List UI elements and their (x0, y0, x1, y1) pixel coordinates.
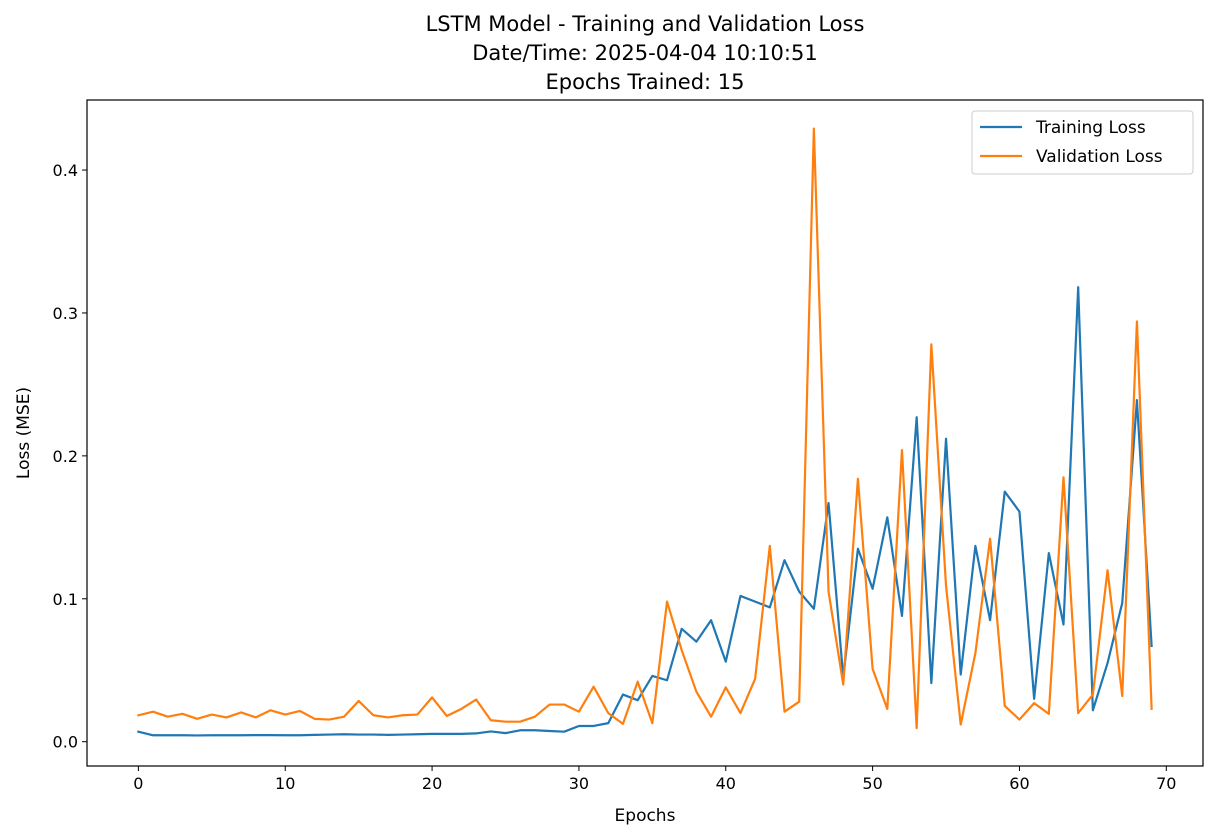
x-tick-label: 50 (862, 774, 882, 793)
legend-label: Validation Loss (1036, 147, 1163, 167)
x-tick-label: 0 (133, 774, 143, 793)
chart-legend: Training Loss Validation Loss (971, 110, 1194, 175)
chart-subtitle-epochs: Epochs Trained: 15 (545, 70, 745, 94)
x-tick-label: 30 (569, 774, 589, 793)
legend-box (971, 110, 1194, 175)
x-tick-label: 20 (422, 774, 442, 793)
legend-label: Training Loss (1035, 118, 1146, 138)
plot-area-frame (86, 99, 1204, 767)
x-tick-label: 40 (716, 774, 736, 793)
chart-title-block: LSTM Model - Training and Validation Los… (87, 10, 1203, 97)
x-tick-label: 60 (1009, 774, 1029, 793)
x-axis-label: Epochs (615, 806, 676, 826)
x-tick-label: 10 (275, 774, 295, 793)
series-layer (137, 127, 1153, 737)
y-axis-ticks: 0.0 0.1 0.2 0.3 0.4 (53, 161, 87, 752)
series-line-validation-loss (137, 127, 1153, 730)
y-tick-label: 0.0 (53, 733, 78, 752)
x-axis-ticks: 0 10 20 30 40 50 60 70 (133, 766, 1176, 793)
y-axis-label: Loss (MSE) (14, 387, 34, 479)
series-line-training-loss (137, 286, 1153, 737)
y-tick-label: 0.4 (53, 161, 78, 180)
y-tick-label: 0.1 (53, 590, 78, 609)
chart-subtitle-datetime: Date/Time: 2025-04-04 10:10:51 (472, 41, 818, 65)
x-tick-label: 70 (1156, 774, 1176, 793)
y-tick-label: 0.2 (53, 447, 78, 466)
y-tick-label: 0.3 (53, 304, 78, 323)
chart-title: LSTM Model - Training and Validation Los… (425, 12, 865, 36)
